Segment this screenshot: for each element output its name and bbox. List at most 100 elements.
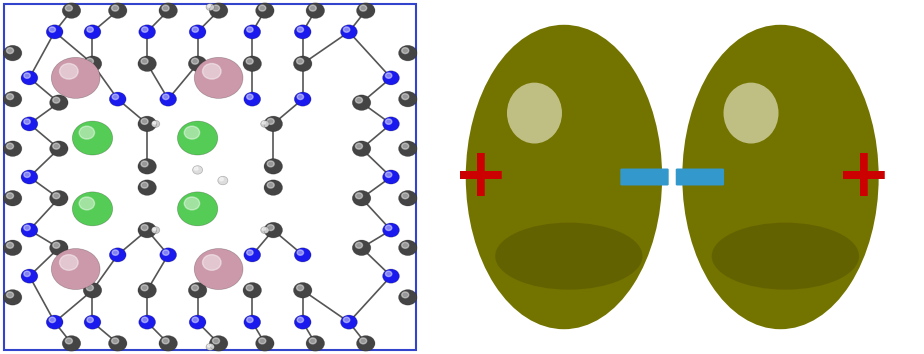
Circle shape: [4, 290, 22, 305]
Ellipse shape: [488, 60, 636, 288]
Ellipse shape: [740, 114, 811, 224]
Ellipse shape: [745, 121, 806, 216]
Ellipse shape: [720, 82, 835, 261]
Ellipse shape: [543, 145, 571, 187]
Ellipse shape: [491, 63, 633, 284]
Circle shape: [21, 223, 38, 237]
Ellipse shape: [717, 79, 837, 266]
Circle shape: [141, 182, 148, 188]
Circle shape: [86, 285, 93, 291]
Circle shape: [141, 225, 148, 230]
Circle shape: [194, 57, 243, 98]
Circle shape: [162, 5, 169, 11]
Circle shape: [87, 317, 93, 322]
Ellipse shape: [497, 74, 625, 272]
Ellipse shape: [739, 112, 812, 227]
Circle shape: [66, 338, 72, 344]
Circle shape: [357, 3, 375, 18]
Circle shape: [188, 282, 207, 298]
Ellipse shape: [747, 125, 803, 212]
Circle shape: [256, 336, 274, 351]
Ellipse shape: [481, 49, 644, 301]
Ellipse shape: [689, 35, 870, 317]
Ellipse shape: [686, 30, 875, 323]
Circle shape: [259, 338, 266, 344]
Circle shape: [4, 190, 22, 206]
Ellipse shape: [555, 163, 557, 167]
Circle shape: [53, 242, 60, 248]
Ellipse shape: [551, 156, 563, 175]
Circle shape: [21, 117, 38, 131]
Ellipse shape: [727, 95, 826, 247]
Circle shape: [159, 336, 177, 351]
Ellipse shape: [506, 88, 614, 255]
Ellipse shape: [502, 81, 620, 263]
Ellipse shape: [730, 98, 823, 243]
Circle shape: [50, 190, 68, 206]
Circle shape: [84, 25, 101, 39]
Circle shape: [344, 317, 350, 322]
Circle shape: [356, 143, 362, 149]
Circle shape: [385, 271, 392, 276]
Circle shape: [402, 193, 408, 199]
Circle shape: [141, 119, 148, 124]
Ellipse shape: [705, 60, 852, 288]
Circle shape: [109, 248, 126, 262]
Circle shape: [52, 249, 100, 290]
Circle shape: [210, 336, 228, 351]
Ellipse shape: [724, 90, 830, 253]
Ellipse shape: [750, 130, 799, 206]
Circle shape: [206, 343, 214, 350]
Circle shape: [49, 317, 55, 322]
Ellipse shape: [753, 135, 796, 200]
Ellipse shape: [518, 107, 600, 233]
Ellipse shape: [709, 65, 848, 282]
Ellipse shape: [741, 116, 809, 222]
Circle shape: [6, 242, 14, 248]
Ellipse shape: [542, 144, 572, 189]
Circle shape: [6, 94, 14, 99]
Ellipse shape: [532, 128, 584, 208]
Ellipse shape: [715, 75, 840, 270]
Ellipse shape: [712, 72, 843, 274]
Ellipse shape: [533, 130, 583, 206]
Ellipse shape: [688, 34, 872, 319]
Ellipse shape: [484, 53, 641, 296]
Circle shape: [385, 73, 392, 78]
Circle shape: [357, 336, 375, 351]
Circle shape: [152, 121, 156, 124]
Circle shape: [356, 193, 362, 199]
Ellipse shape: [507, 82, 562, 143]
Ellipse shape: [694, 42, 866, 309]
Ellipse shape: [505, 84, 617, 259]
Circle shape: [108, 3, 127, 18]
Circle shape: [259, 5, 266, 11]
Ellipse shape: [772, 163, 774, 167]
Circle shape: [192, 27, 199, 32]
Ellipse shape: [742, 118, 808, 220]
FancyBboxPatch shape: [620, 169, 669, 185]
Ellipse shape: [761, 147, 786, 185]
Circle shape: [141, 161, 148, 167]
Circle shape: [306, 3, 324, 18]
Ellipse shape: [732, 102, 821, 239]
Ellipse shape: [721, 84, 833, 259]
Circle shape: [398, 91, 417, 107]
Circle shape: [246, 58, 253, 64]
Ellipse shape: [470, 32, 657, 321]
Circle shape: [160, 92, 176, 106]
Ellipse shape: [685, 28, 876, 325]
Circle shape: [160, 248, 176, 262]
Circle shape: [141, 27, 148, 32]
Ellipse shape: [480, 47, 645, 303]
Circle shape: [261, 120, 269, 127]
Circle shape: [402, 242, 408, 248]
Ellipse shape: [477, 42, 649, 309]
Ellipse shape: [684, 27, 878, 327]
Circle shape: [138, 159, 156, 174]
Ellipse shape: [535, 132, 581, 204]
Ellipse shape: [546, 149, 568, 183]
Circle shape: [352, 190, 371, 206]
Ellipse shape: [755, 137, 794, 198]
Circle shape: [398, 45, 417, 61]
